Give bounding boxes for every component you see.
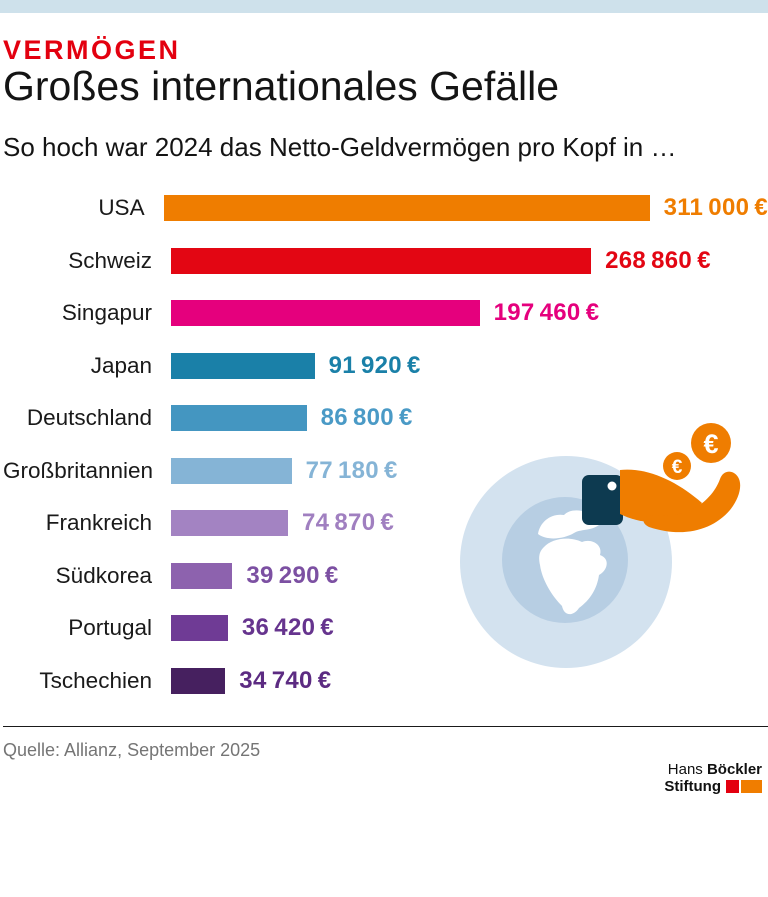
bar-value: 74 870 € (302, 509, 395, 536)
logo-hans: Hans (667, 761, 703, 778)
bar-value: 91 920 € (328, 351, 421, 379)
bar-value: 77 180 € (305, 456, 398, 484)
kicker: VERMÖGEN (3, 35, 181, 65)
bar (171, 562, 233, 589)
bar (171, 667, 226, 694)
smartphone-camera-dot (607, 481, 617, 491)
hand-icon (620, 469, 702, 523)
bar-row: Singapur 197 460 € (3, 299, 768, 326)
bar-value: 268 860 € (605, 246, 711, 274)
top-accent-band (0, 0, 768, 13)
bar-row: Tschechien 34 740 € (3, 666, 768, 694)
logo-orange-rect (741, 780, 762, 794)
page-title: Großes internationales Gefälle (3, 64, 768, 108)
hand-fingers-shape (643, 471, 741, 533)
bar-value: 197 460 € (493, 299, 600, 326)
bar (171, 457, 292, 484)
bar-row: Schweiz 268 860 € (3, 246, 768, 274)
euro-symbol-large: € (703, 429, 718, 459)
bar (171, 510, 288, 536)
bar-row: USA 311 000 € (3, 194, 768, 221)
bar (163, 195, 650, 221)
bar-value: 86 800 € (320, 404, 413, 431)
continent-africa-shape (539, 538, 607, 615)
bar-label: Großbritannien (3, 457, 154, 483)
euro-symbol-small: € (672, 457, 683, 478)
page-title-text: Großes internationales Gefälle (3, 63, 560, 109)
bar (171, 352, 315, 379)
logo-red-square (726, 780, 739, 794)
bar-row: Südkorea 39 290 € (3, 561, 768, 589)
globe-hand-illustration: € € (460, 423, 741, 668)
logo-boeckler: Böckler (706, 761, 762, 778)
bar-value: 36 420 € (241, 614, 334, 641)
source-note: Quelle: Allianz, September 2025 (3, 739, 261, 760)
bar-label: Südkorea (55, 562, 152, 588)
chart-subtitle: So hoch war 2024 das Netto-Geldvermögen … (3, 132, 677, 162)
bar-value: 39 290 € (246, 561, 339, 589)
bar-row: Großbritannien 77 180 € (3, 456, 768, 484)
logo-color-blocks (726, 780, 762, 794)
bar-row: Frankreich 74 870 € (3, 509, 768, 536)
bar-value: 311 000 € (663, 194, 768, 221)
bar-chart: USA 311 000 € Schweiz 268 860 € Singapur… (3, 194, 768, 694)
bar (171, 300, 480, 326)
euro-coin-large-icon (691, 423, 731, 463)
footer-divider (3, 725, 768, 727)
logo-line-2: Stiftung (664, 777, 762, 796)
bar-label: Singapur (61, 300, 152, 325)
bar-label: Deutschland (26, 405, 152, 430)
bar (171, 405, 307, 431)
bar (171, 615, 228, 641)
bar-rows: USA 311 000 € Schweiz 268 860 € Singapur… (3, 194, 768, 694)
bar-label: Portugal (68, 615, 152, 640)
bar-row: Portugal 36 420 € (3, 614, 768, 641)
bar-label: USA (98, 195, 145, 220)
bar-label: Schweiz (68, 247, 152, 273)
bar (171, 247, 592, 274)
bar-row: Deutschland 86 800 € (3, 404, 768, 431)
bar-value: 34 740 € (239, 666, 332, 694)
hans-boeckler-stiftung-logo: Hans Böckler Stiftung (664, 761, 762, 796)
bar-label: Japan (90, 352, 152, 378)
bar-row: Japan 91 920 € (3, 351, 768, 379)
euro-coin-small-icon (663, 452, 691, 480)
logo-stiftung: Stiftung (664, 777, 721, 795)
bar-label: Tschechien (39, 667, 152, 693)
bar-label: Frankreich (45, 510, 152, 535)
logo-line-1: Hans Böckler (664, 761, 762, 779)
